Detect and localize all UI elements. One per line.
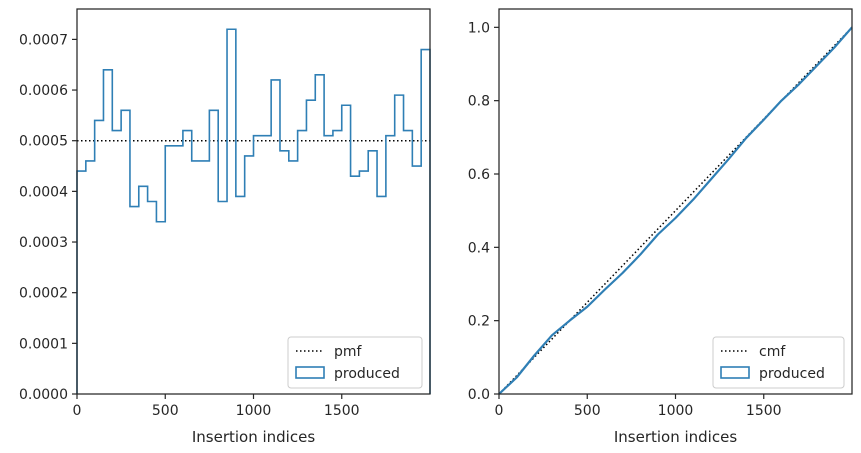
legend-label-pmf: pmf	[334, 344, 363, 360]
x-tick-label: 1500	[324, 403, 360, 419]
legend-label-cmf: cmf	[759, 344, 786, 360]
x-axis-label: Insertion indices	[614, 428, 737, 446]
y-tick-label: 0.0004	[19, 184, 68, 200]
legend-box	[712, 336, 845, 389]
x-tick-label: 1000	[236, 403, 272, 419]
y-tick-label: 0.0000	[19, 387, 68, 403]
x-tick-label: 1000	[658, 403, 694, 419]
y-tick-label: 0.0007	[19, 32, 68, 48]
y-tick-label: 0.0002	[19, 286, 68, 302]
legend: pmf produced	[287, 336, 423, 389]
y-tick-label: 0.4	[468, 240, 490, 256]
left-chart-pmf: 0 500 1000 1500 0.0000 0.0001 0.0002 0.0003 0.00…	[19, 8, 431, 446]
y-tick-label: 0.2	[468, 314, 490, 330]
x-tick-label: 0	[495, 403, 504, 419]
x-tick-label: 1500	[746, 403, 782, 419]
y-tick-label: 0.0005	[19, 134, 68, 150]
x-tick-label: 500	[152, 403, 179, 419]
y-tick-label: 0.0	[468, 387, 490, 403]
legend-swatch-produced	[295, 366, 325, 379]
y-tick-label: 0.8	[468, 94, 490, 110]
legend: cmf produced	[712, 336, 845, 389]
legend-label-produced: produced	[759, 366, 825, 382]
y-tick-label: 1.0	[468, 20, 490, 36]
y-tick-label: 0.6	[468, 167, 490, 183]
y-tick-label: 0.0003	[19, 235, 68, 251]
legend-box	[287, 336, 423, 389]
legend-label-produced: produced	[334, 366, 400, 382]
y-tick-label: 0.0001	[19, 336, 68, 352]
x-tick-label: 500	[574, 403, 601, 419]
right-chart-cmf: 0 500 1000 1500 0.0 0.2 0.4 0.6 0.8 1.0 Insertion …	[468, 8, 853, 446]
legend-swatch-produced	[720, 366, 750, 379]
series-produced-histogram	[76, 28, 431, 394]
y-tick-label: 0.0006	[19, 83, 68, 99]
x-tick-label: 0	[73, 403, 82, 419]
x-axis-label: Insertion indices	[192, 428, 315, 446]
series-produced-line	[498, 26, 853, 395]
